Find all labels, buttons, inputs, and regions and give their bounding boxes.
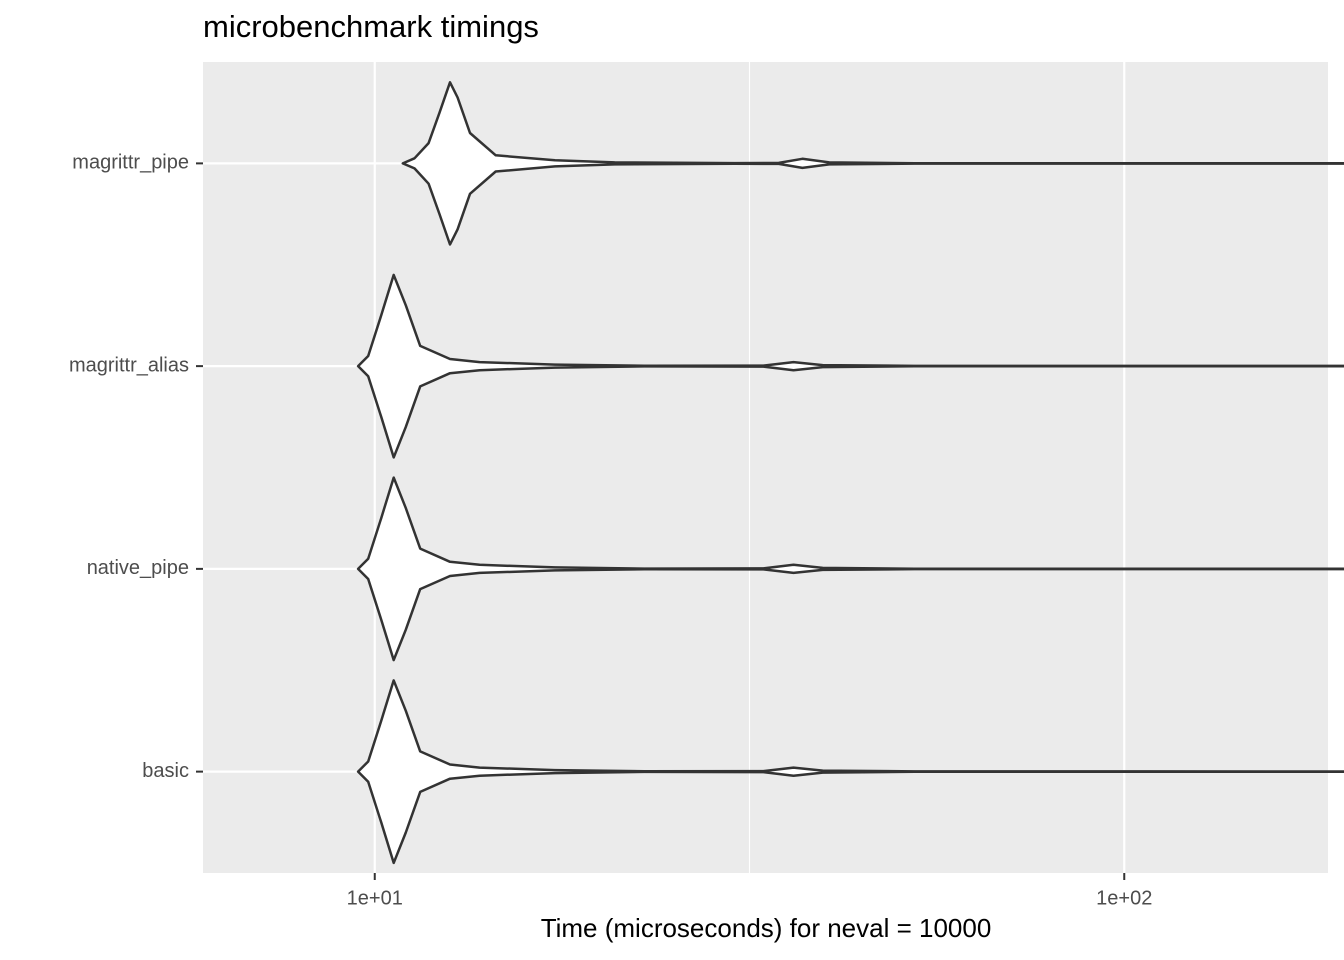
x-tick-label: 1e+02 (1096, 887, 1152, 909)
y-tick-label: magrittr_pipe (72, 152, 189, 174)
y-tick-label: magrittr_alias (69, 354, 189, 376)
y-tick-label: native_pipe (87, 557, 189, 579)
violin (356, 476, 1344, 662)
chart-title: microbenchmark timings (203, 9, 539, 44)
violin (401, 81, 1344, 246)
x-axis-title: Time (microseconds) for neval = 10000 (541, 913, 992, 943)
violin (356, 679, 1344, 865)
x-tick-label: 1e+01 (347, 887, 403, 909)
y-tick-label: basic (142, 760, 189, 782)
violin (356, 273, 1344, 459)
